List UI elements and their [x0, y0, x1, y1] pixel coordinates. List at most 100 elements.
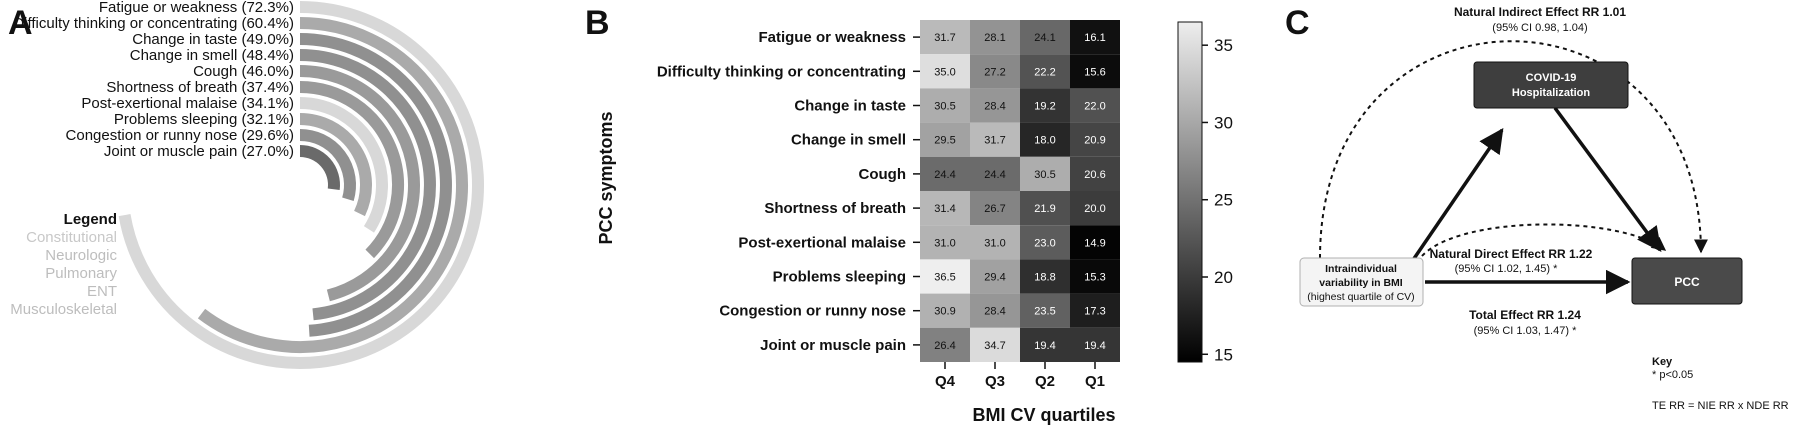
exposure-line2: variability in BMI	[1319, 277, 1403, 289]
colorbar-tick-label: 30	[1214, 113, 1233, 132]
heatmap-cell-label: 19.4	[1034, 340, 1055, 352]
heatmap-cell-label: 35.0	[934, 66, 955, 78]
heatmap-cell	[970, 54, 1020, 89]
heatmap-cell	[1020, 293, 1070, 328]
legend-entry-ent: ENT	[87, 283, 117, 300]
heatmap-cell	[1070, 88, 1120, 123]
radial-bar	[299, 65, 420, 302]
heatmap-column-label: Q2	[1035, 373, 1055, 390]
heatmap-y-axis-title: PCC symptoms	[596, 111, 616, 244]
heatmap-cell	[1070, 156, 1120, 191]
panel-c-label: C	[1285, 4, 1310, 42]
heatmap-column-label: Q1	[1085, 373, 1105, 390]
heatmap-cell-label: 22.2	[1034, 66, 1055, 78]
heatmap-cell	[1070, 20, 1120, 55]
colorbar	[1177, 21, 1203, 363]
heatmap-cell-label: 31.7	[984, 135, 1005, 147]
radial-bar-label: Change in taste (49.0%)	[132, 31, 294, 48]
heatmap-cells: 31.7 28.1 24.1 16.1 35.0 27.2 22.2 15.6 30.5 28.4…	[920, 20, 1120, 362]
heatmap-cell	[1070, 122, 1120, 157]
heatmap-cell-label: 16.1	[1084, 32, 1105, 44]
heatmap-cell-label: 20.0	[1084, 203, 1105, 215]
heatmap-cell-label: 29.5	[934, 135, 955, 147]
key-formula: TE RR = NIE RR x NDE RR	[1652, 400, 1789, 412]
heatmap-cell-label: 24.4	[984, 169, 1005, 181]
radial-bar-label: Congestion or runny nose (29.6%)	[66, 127, 294, 144]
heatmap-cell	[920, 122, 970, 157]
heatmap-cell-label: 19.4	[1084, 340, 1105, 352]
heatmap-cell-label: 19.2	[1034, 101, 1055, 113]
te-ci: (95% CI 1.03, 1.47) *	[1474, 325, 1577, 337]
te-title: Total Effect RR 1.24	[1469, 308, 1581, 322]
heatmap-row-label: Cough	[859, 166, 906, 183]
outcome-box	[1631, 257, 1743, 305]
radial-bars	[118, 1, 484, 369]
colorbar-tick-label: 20	[1214, 268, 1233, 287]
heatmap-x-axis-title: BMI CV quartiles	[972, 405, 1115, 425]
heatmap-cell-label: 14.9	[1084, 237, 1105, 249]
heatmap-cell	[920, 20, 970, 55]
heatmap-cell-label: 24.4	[934, 169, 955, 181]
heatmap-cell-label: 23.5	[1034, 306, 1055, 318]
mediator-to-outcome-arrow	[1553, 106, 1662, 252]
heatmap-cell-label: 31.0	[934, 237, 955, 249]
radial-bar-label: Fatigue or weakness (72.3%)	[99, 0, 294, 16]
heatmap-column-label: Q3	[985, 373, 1005, 390]
heatmap-cell-label: 34.7	[984, 340, 1005, 352]
heatmap-cell-label: 36.5	[934, 272, 955, 284]
heatmap-cell-label: 30.5	[934, 101, 955, 113]
panel-b-label: B	[585, 4, 610, 42]
heatmap-cell	[1020, 20, 1070, 55]
heatmap-cell	[970, 88, 1020, 123]
heatmap-cell	[920, 327, 970, 362]
heatmap-row-label: Congestion or runny nose	[719, 303, 906, 320]
nie-title: Natural Indirect Effect RR 1.01	[1454, 5, 1626, 19]
radial-bar-label: Joint or muscle pain (27.0%)	[104, 143, 294, 160]
legend-entry-pulmonary: Pulmonary	[45, 265, 117, 282]
heatmap-cell	[920, 88, 970, 123]
key-significance: * p<0.05	[1652, 369, 1693, 381]
nie-dashed-arrow	[1319, 40, 1708, 259]
outcome-label: PCC	[1674, 275, 1700, 289]
heatmap-cell	[920, 225, 970, 260]
radial-bar	[197, 17, 468, 353]
heatmap-cell	[970, 327, 1020, 362]
legend-entry-musculoskeletal: Musculoskeletal	[10, 301, 117, 318]
heatmap-cell	[1020, 88, 1070, 123]
nde-title: Natural Direct Effect RR 1.22	[1430, 247, 1593, 261]
legend-title: Legend	[64, 211, 117, 228]
heatmap-row-labels: Fatigue or weakness Difficulty thinking o…	[657, 29, 920, 354]
heatmap-column-label: Q4	[935, 373, 956, 390]
heatmap-cell	[1070, 327, 1120, 362]
heatmap-cell	[920, 54, 970, 89]
heatmap-cell-label: 23.0	[1034, 237, 1055, 249]
heatmap-cell-label: 29.4	[984, 272, 1005, 284]
heatmap-cell	[1070, 293, 1120, 328]
legend-entry-neurologic: Neurologic	[45, 247, 117, 264]
heatmap-cell	[1020, 122, 1070, 157]
panel-a: A Fatigue or weakness (72.3%)Difficulty …	[8, 0, 484, 369]
radial-bar	[299, 81, 404, 259]
colorbar-ticks: 15 20 25 30 35	[1202, 36, 1233, 364]
heatmap-cell-label: 20.9	[1084, 135, 1105, 147]
heatmap-cell-label: 26.4	[934, 340, 955, 352]
heatmap-cell-label: 15.3	[1084, 272, 1105, 284]
radial-bar	[299, 33, 452, 337]
heatmap-cell-label: 18.0	[1034, 135, 1055, 147]
panel-b: B PCC symptoms 31.7 28.1 24.1 16.1 35.0 27.2 2…	[585, 4, 1233, 425]
radial-bar	[299, 145, 340, 191]
heatmap-cell	[970, 156, 1020, 191]
heatmap-cell-label: 21.9	[1034, 203, 1055, 215]
heatmap-row-label: Difficulty thinking or concentrating	[657, 63, 906, 80]
radial-bar-label: Cough (46.0%)	[193, 63, 294, 80]
heatmap-cell	[970, 20, 1020, 55]
heatmap-cell-label: 30.5	[1034, 169, 1055, 181]
heatmap-cell	[1020, 54, 1070, 89]
radial-bar	[118, 1, 484, 369]
heatmap-cell-label: 26.7	[984, 203, 1005, 215]
exposure-line1: Intraindividual	[1325, 263, 1397, 275]
heatmap-cell	[1020, 327, 1070, 362]
heatmap-cell	[1070, 259, 1120, 294]
radial-bar-label: Change in smell (48.4%)	[130, 47, 294, 64]
radial-bar	[299, 97, 388, 233]
